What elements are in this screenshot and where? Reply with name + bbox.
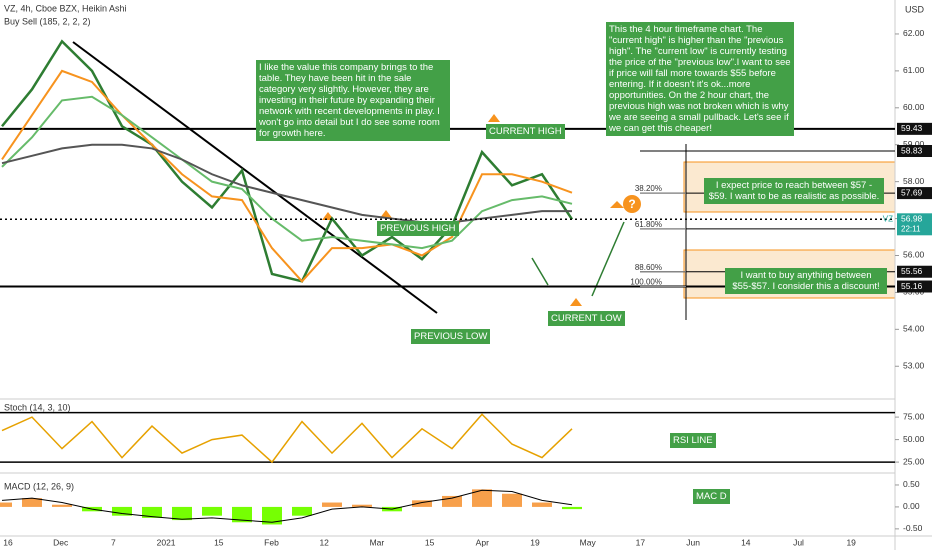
y-tick-label: 25.00 <box>903 456 925 466</box>
y-tick-label: -0.50 <box>903 523 923 533</box>
price-label-box <box>897 265 932 278</box>
x-tick-label: 12 <box>319 537 329 547</box>
histogram-bar <box>202 506 222 516</box>
question-mark: ? <box>628 197 635 211</box>
marker <box>488 114 500 122</box>
price-label: 55.56 <box>901 266 923 276</box>
series-line <box>1 39 574 283</box>
indicator: Buy Sell (185, 2, 2, 2) <box>4 16 91 26</box>
histogram-bar <box>412 500 432 507</box>
current-low: CURRENT LOW <box>548 311 625 326</box>
arrow <box>591 221 625 297</box>
x-tick-label: 15 <box>214 537 224 547</box>
histogram-bar <box>532 502 552 507</box>
y-tick-label: 50.00 <box>903 434 925 444</box>
series-line <box>1 69 573 283</box>
price-label: 58.83 <box>901 145 923 155</box>
last-price-box <box>897 213 932 236</box>
histogram-bar <box>502 493 522 507</box>
histogram-bar <box>52 504 72 507</box>
histogram-bar <box>262 506 282 525</box>
y-tick-label: 75.00 <box>903 411 925 421</box>
histogram-bar <box>112 506 132 516</box>
rsi-line: RSI LINE <box>670 433 716 448</box>
histogram-bar <box>232 506 252 523</box>
histogram-bar <box>0 502 12 507</box>
histogram-bar <box>172 506 192 521</box>
histogram-bar <box>472 489 492 507</box>
question-icon <box>623 195 641 213</box>
stoch-title: Stoch (14, 3, 10) <box>4 402 71 412</box>
last-symbol: VZ <box>883 214 893 223</box>
histogram-bar <box>292 506 312 516</box>
arrow <box>531 257 549 286</box>
target-note: I expect price to reach between $57 - $5… <box>704 178 884 204</box>
price-label: 55.16 <box>901 281 923 291</box>
price-label-box <box>897 122 932 135</box>
series-line <box>1 95 573 250</box>
x-tick-label: Jul <box>793 537 804 547</box>
price-label: 59.43 <box>901 123 923 133</box>
histogram-bar <box>142 506 162 518</box>
x-tick-label: 19 <box>846 537 856 547</box>
previous-low: PREVIOUS LOW <box>411 329 491 344</box>
countdown: 22:11 <box>901 224 921 233</box>
marker <box>380 210 392 218</box>
fib-label: 61.80% <box>635 220 662 229</box>
x-tick-label: Apr <box>476 537 489 547</box>
price-label-box <box>897 187 932 200</box>
histogram-bar <box>442 495 462 507</box>
value-note: I like the value this company brings to … <box>256 60 450 141</box>
price-label: 57.69 <box>901 187 923 197</box>
x-tick-label: Jun <box>686 537 700 547</box>
histogram-bar <box>322 502 342 507</box>
current-high: CURRENT HIGH <box>486 124 565 139</box>
x-tick-label: 15 <box>425 537 435 547</box>
fib-label: 38.20% <box>635 184 662 193</box>
buy-note: I want to buy anything between $55-$57. … <box>725 268 887 294</box>
y-tick-label: 60.00 <box>903 102 925 112</box>
marker <box>570 298 582 306</box>
x-tick-label: Mar <box>370 537 385 547</box>
x-tick-label: 14 <box>741 537 751 547</box>
fib-label: 88.60% <box>635 263 662 272</box>
x-tick-label: 2021 <box>157 537 176 547</box>
macd-title: MACD (12, 26, 9) <box>4 481 74 491</box>
fib-label: 100.00% <box>630 278 662 287</box>
macd-label: MAC D <box>693 489 730 504</box>
histogram-bar <box>22 498 42 507</box>
histogram-bar <box>352 504 372 507</box>
x-tick-label: 16 <box>3 537 13 547</box>
y-tick-label: 61.00 <box>903 65 925 75</box>
trend-line <box>72 41 438 314</box>
y-tick-label: 54.00 <box>903 324 925 334</box>
previous-high: PREVIOUS HIGH <box>377 221 459 236</box>
y-tick-label: 58.00 <box>903 176 925 186</box>
timeframe-note: This the 4 hour timeframe chart. The "cu… <box>606 22 794 136</box>
series-line <box>1 413 573 464</box>
series-line <box>1 489 573 523</box>
x-tick-label: Dec <box>53 537 69 547</box>
currency: USD <box>905 4 925 14</box>
histogram-bar <box>562 506 582 510</box>
x-tick-label: May <box>580 537 597 547</box>
price-label-box <box>897 145 932 158</box>
y-tick-label: 59.00 <box>903 139 925 149</box>
x-tick-label: Feb <box>264 537 279 547</box>
y-tick-label: 53.00 <box>903 360 925 370</box>
y-tick-label: 0.50 <box>903 479 920 489</box>
x-tick-label: 17 <box>636 537 646 547</box>
price-label-box <box>897 280 932 293</box>
last-price: 56.98 <box>901 214 923 224</box>
y-tick-label: 62.00 <box>903 28 925 38</box>
y-tick-label: 0.00 <box>903 501 920 511</box>
x-tick-label: 19 <box>530 537 540 547</box>
symbol: VZ, 4h, Cboe BZX, Heikin Ashi <box>4 3 127 13</box>
marker <box>610 201 624 208</box>
y-tick-label: 56.00 <box>903 250 925 260</box>
x-tick-label: 7 <box>111 537 116 547</box>
